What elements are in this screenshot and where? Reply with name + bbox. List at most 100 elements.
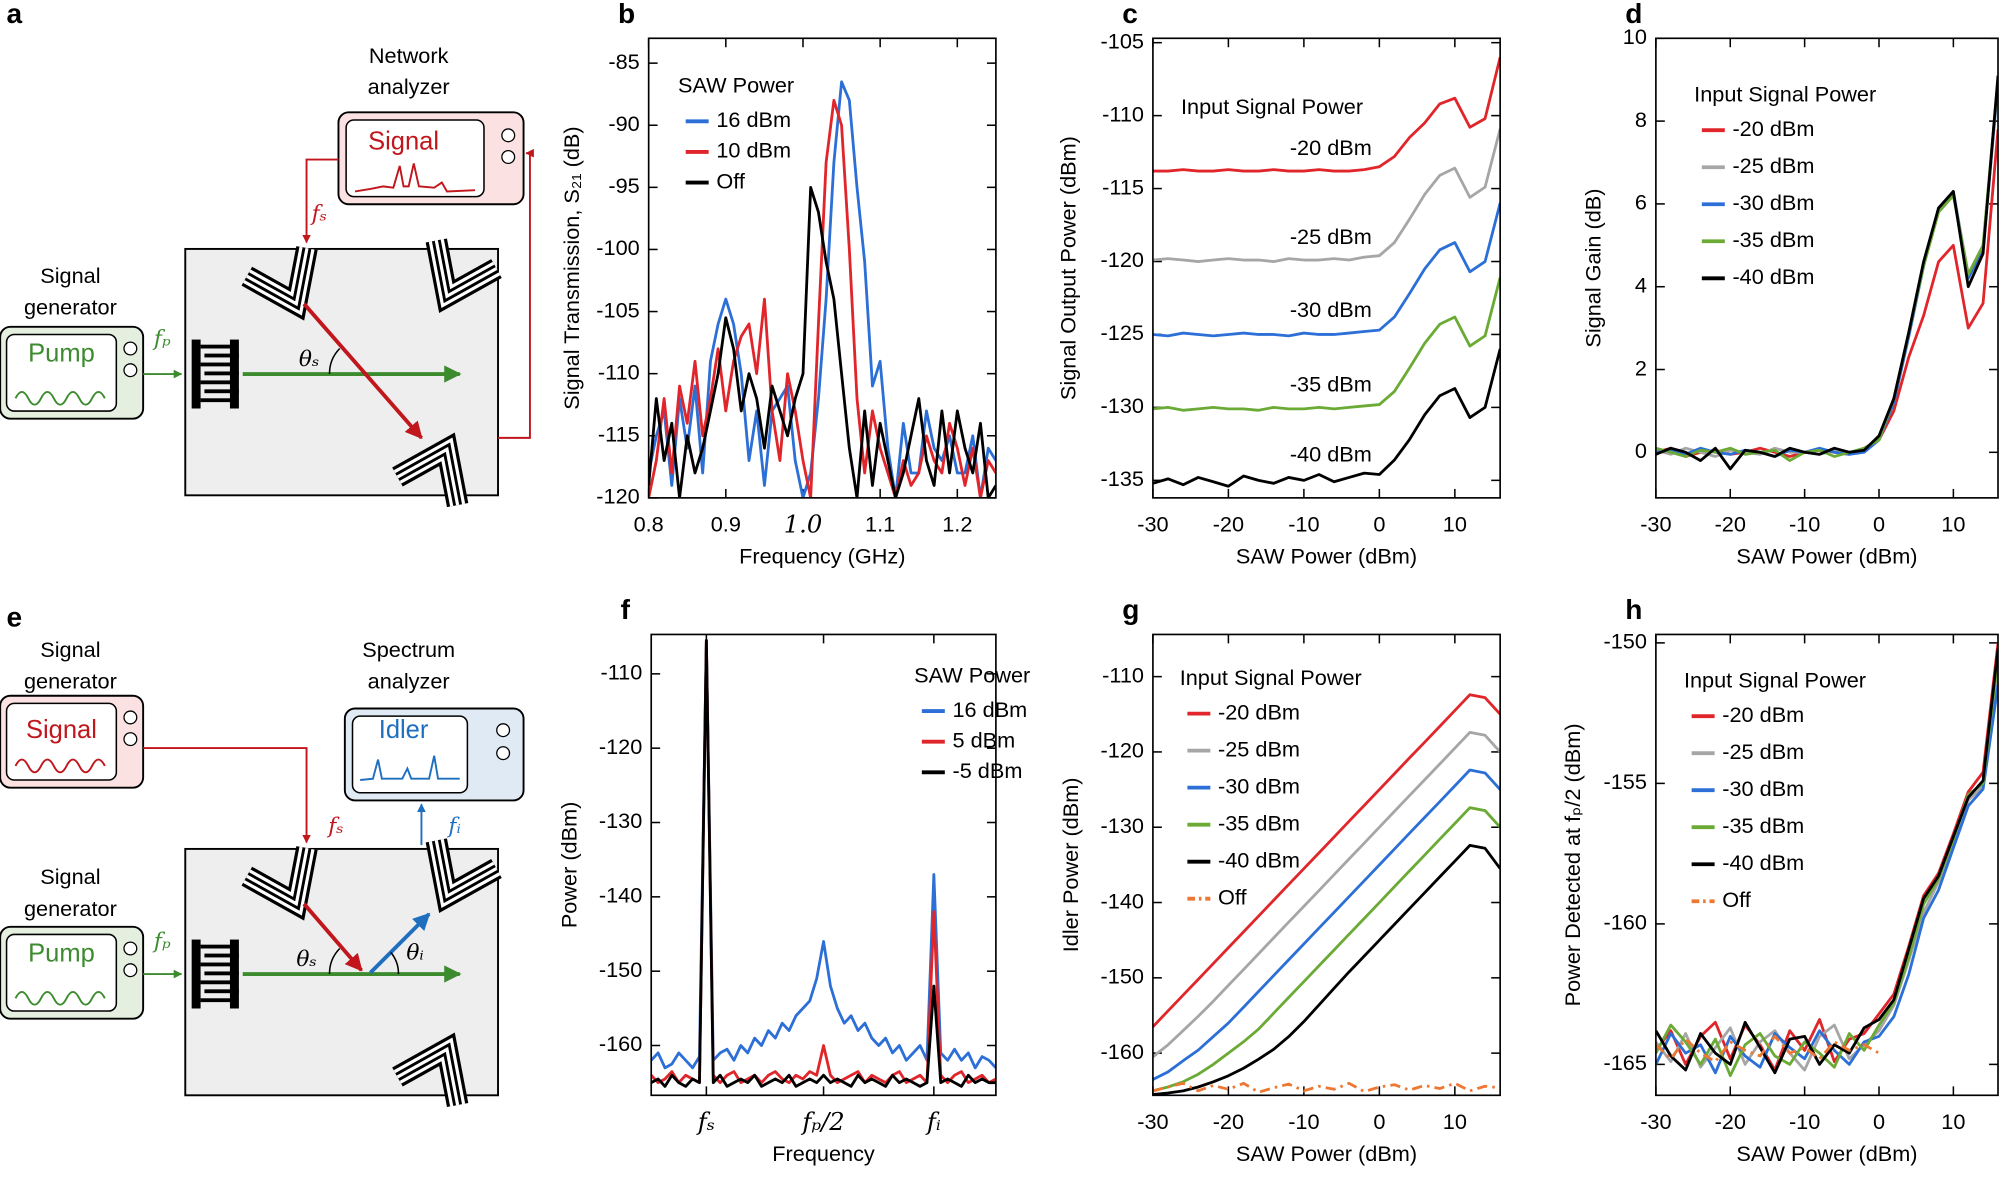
knob [123, 941, 138, 956]
waveform [14, 390, 106, 406]
x-tick-label: -10 [1789, 512, 1820, 537]
panel-label: f [621, 594, 631, 625]
cable [143, 747, 311, 844]
screen-label: Pump [28, 340, 95, 368]
x-tick-label: -30 [1640, 1109, 1671, 1134]
y-tick-label: -140 [1101, 888, 1144, 913]
x-tick-label: fₚ/2 [800, 1107, 844, 1136]
x-tick-label: -20 [1715, 1109, 1746, 1134]
x-tick-label: fᵢ [925, 1107, 941, 1136]
x-tick-label: -20 [1213, 512, 1244, 537]
waveform [14, 990, 106, 1006]
line [1152, 730, 1501, 1058]
panel-label: h [1625, 594, 1642, 625]
legend-label: 16 dBm [952, 697, 1027, 722]
plot-frame [1655, 633, 1999, 1097]
legend-label: -40 dBm [1218, 847, 1300, 872]
screen-label: Idler [379, 716, 429, 744]
x-tick-label: -30 [1137, 512, 1168, 537]
angle-arc [328, 347, 341, 375]
line [1152, 806, 1501, 1093]
legend-label: -20 dBm [1722, 702, 1804, 727]
legend-label: -5 dBm [952, 758, 1022, 783]
x-tick-label: 1.2 [942, 512, 972, 537]
waveform [14, 758, 106, 774]
legend-title: Input Signal Power [1694, 81, 1876, 106]
y-tick-label: -130 [1101, 393, 1144, 418]
line [648, 185, 996, 498]
y-tick-label: -150 [1101, 964, 1144, 989]
label: Spectrum [362, 637, 455, 662]
x-tick-label: 10 [1941, 512, 1965, 537]
y-tick-label: -155 [1604, 769, 1647, 794]
x-tick-label: 10 [1941, 1109, 1965, 1134]
series-label: -20 dBm [1290, 135, 1372, 160]
label: fₛ [310, 201, 327, 226]
y-tick-label: -105 [1101, 28, 1144, 53]
y-tick-label: -115 [1102, 174, 1144, 199]
y-tick-label: -160 [599, 1031, 642, 1056]
x-tick-label: -10 [1288, 512, 1319, 537]
label: Signal [40, 263, 100, 288]
x-tick-label: 0 [1373, 1109, 1385, 1134]
chart: b -85 -90 -95 -100 -105 -110 -115 -120 0.8 0.9 1.0 1… [559, 0, 997, 569]
series-label: -30 dBm [1290, 297, 1372, 322]
x-axis-label: SAW Power (dBm) [1736, 1141, 1917, 1166]
line [1152, 1081, 1501, 1094]
beam [369, 912, 431, 975]
x-tick-label: 0.9 [711, 512, 741, 537]
y-tick-label: -120 [1101, 247, 1144, 272]
beam [302, 902, 363, 972]
x-tick-label: 10 [1443, 1109, 1467, 1134]
legend-title: Input Signal Power [1180, 665, 1362, 690]
chart: c-105 -110 -115 -120 -125 -130 -135 -30 -20 -10 0 1… [1056, 0, 1501, 569]
knob [496, 746, 511, 761]
label: θₛ [296, 947, 316, 972]
x-axis-label: SAW Power (dBm) [1236, 1141, 1417, 1166]
line [1152, 693, 1501, 1028]
x-tick-label: fₛ [696, 1107, 715, 1136]
y-axis-label: Power (dBm) [557, 802, 582, 929]
legend-label: -35 dBm [1732, 227, 1814, 252]
y-tick-label: -120 [1101, 738, 1144, 763]
line [1152, 768, 1501, 1081]
line [1152, 56, 1501, 173]
legend-label: Off [716, 168, 746, 193]
y-tick-label: 2 [1635, 355, 1647, 380]
legend-label: -35 dBm [1218, 810, 1300, 835]
legend-label: 16 dBm [716, 107, 791, 132]
y-tick-label: -120 [599, 734, 642, 759]
legend-label: -25 dBm [1732, 153, 1814, 178]
legend-label: 5 dBm [952, 727, 1015, 752]
legend-label: 10 dBm [716, 138, 791, 163]
legend-label: -40 dBm [1722, 850, 1804, 875]
panel-label: c [1122, 0, 1138, 29]
y-axis-label: Signal Output Power (dBm) [1056, 136, 1081, 400]
cable [498, 148, 534, 439]
legend-label: Off [1218, 884, 1248, 909]
y-tick-label: -125 [1101, 320, 1144, 345]
legend-label: -20 dBm [1218, 699, 1300, 724]
y-axis-label: Signal Gain (dB) [1580, 189, 1605, 348]
line [1152, 277, 1501, 412]
legend-label: -20 dBm [1732, 116, 1814, 141]
legend-label: -25 dBm [1218, 736, 1300, 761]
x-tick-label: 0 [1373, 512, 1385, 537]
knob [123, 363, 138, 378]
x-axis-label: SAW Power (dBm) [1736, 544, 1917, 569]
beam [302, 302, 423, 440]
screen-label: Pump [28, 940, 95, 968]
plot-frame [1152, 37, 1501, 499]
panel-label: g [1122, 594, 1139, 625]
spectrum [360, 755, 460, 781]
y-tick-label: -150 [1604, 629, 1647, 654]
y-tick-label: -130 [599, 808, 642, 833]
label: generator [24, 896, 117, 921]
legend-label: Off [1722, 887, 1752, 912]
line [651, 639, 996, 1088]
label: Signal [40, 864, 100, 889]
x-tick-label: 0 [1873, 512, 1885, 537]
chart: f -110 -120 -130 -140 -150 -160 fₛ fₚ/2 fᵢ Frequen… [557, 594, 1031, 1166]
